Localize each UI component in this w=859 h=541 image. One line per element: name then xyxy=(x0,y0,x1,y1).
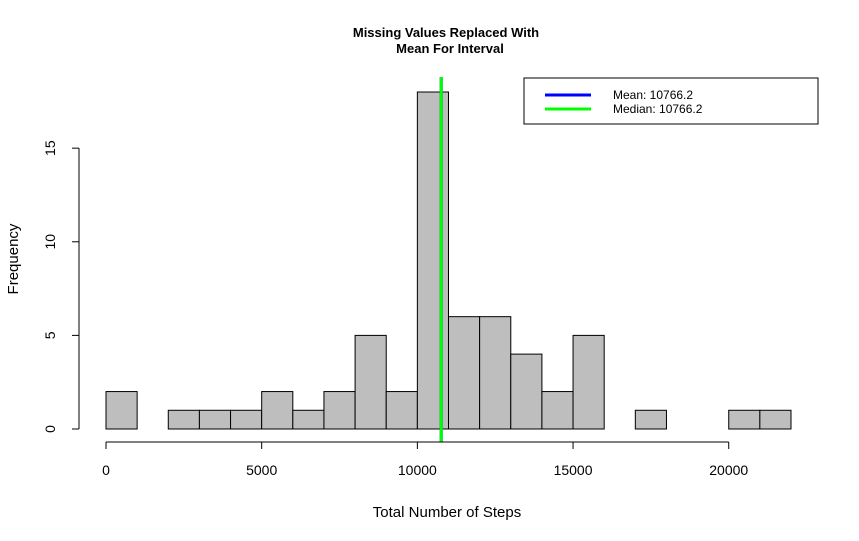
y-axis-label: Frequency xyxy=(5,223,22,294)
histogram-bar xyxy=(634,409,667,430)
histogram-bar xyxy=(292,409,325,430)
histogram-bar xyxy=(323,391,356,430)
x-tick-label: 10000 xyxy=(398,462,437,478)
chart-title-line-2: Mean For Interval xyxy=(396,41,504,56)
x-tick-label: 5000 xyxy=(246,462,277,478)
histogram-bar xyxy=(416,91,449,430)
histogram-bar xyxy=(198,409,232,430)
x-axis-label: Total Number of Steps xyxy=(373,504,521,521)
bars-group xyxy=(105,91,792,430)
histogram-bar xyxy=(759,409,792,430)
histogram-bar xyxy=(572,334,605,430)
x-tick-label: 15000 xyxy=(554,462,593,478)
x-axis: 0 5000 10000 15000 20000 xyxy=(102,441,748,478)
histogram-bar xyxy=(728,409,761,430)
histogram-bar xyxy=(510,353,543,430)
x-tick-label: 0 xyxy=(102,462,110,478)
histogram-bar xyxy=(167,409,200,430)
histogram-bar xyxy=(479,316,512,430)
histogram-bar xyxy=(105,391,138,430)
y-axis: 0 5 10 15 xyxy=(42,140,80,433)
histogram-bar xyxy=(385,391,418,430)
y-tick-label: 15 xyxy=(42,140,58,156)
histogram-bar xyxy=(354,334,387,430)
histogram-bar xyxy=(448,316,481,430)
legend-box xyxy=(523,77,819,125)
x-tick-label: 20000 xyxy=(709,462,748,478)
legend-label: Mean: 10766.2 xyxy=(613,88,693,102)
histogram-bar xyxy=(261,391,294,430)
histogram-bar xyxy=(541,391,574,430)
chart-title-line-1: Missing Values Replaced With xyxy=(353,25,539,40)
y-tick-label: 10 xyxy=(42,234,58,250)
y-tick-label: 5 xyxy=(42,331,58,339)
legend-label: Median: 10766.2 xyxy=(613,102,703,116)
histogram-bar xyxy=(230,409,263,430)
y-tick-label: 0 xyxy=(42,425,58,433)
